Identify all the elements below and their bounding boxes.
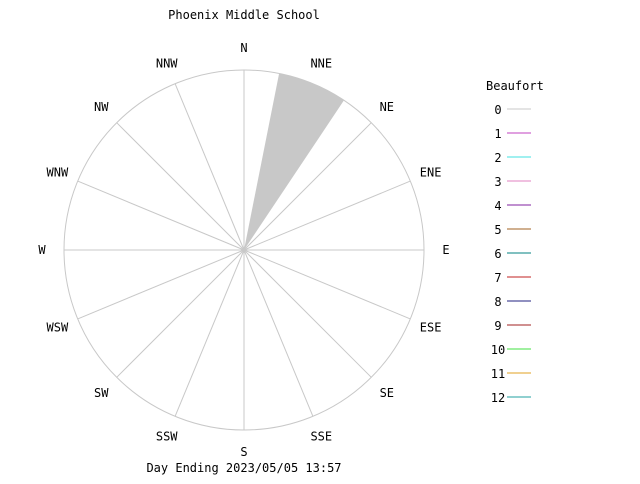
legend-label-3: 3 — [494, 175, 501, 189]
spoke-ne — [243, 122, 372, 251]
legend-label-4: 4 — [494, 199, 501, 213]
legend-title: Beaufort — [486, 79, 544, 93]
legend-label-0: 0 — [494, 103, 501, 117]
legend-label-9: 9 — [494, 319, 501, 333]
direction-label-sse: SSE — [310, 430, 332, 444]
legend-label-10: 10 — [491, 343, 505, 357]
legend-label-2: 2 — [494, 151, 501, 165]
spoke-wsw — [77, 249, 245, 320]
direction-label-wsw: WSW — [47, 320, 69, 334]
spoke-sw — [116, 249, 245, 378]
direction-label-w: W — [38, 243, 46, 257]
spoke-se — [243, 249, 372, 378]
direction-labels: N NNE NE ENE E ESE SE SSE S SSW SW WSW W WNW NW NNW — [38, 41, 449, 459]
petal-nne-beaufort-0 — [244, 73, 344, 250]
legend-label-12: 12 — [491, 391, 505, 405]
legend-label-1: 1 — [494, 127, 501, 141]
direction-label-nne: NNE — [310, 56, 332, 70]
legend-label-7: 7 — [494, 271, 501, 285]
legend-label-11: 11 — [491, 367, 505, 381]
legend-label-6: 6 — [494, 247, 501, 261]
direction-label-nnw: NNW — [156, 56, 178, 70]
direction-label-e: E — [442, 243, 449, 257]
wind-petals — [244, 73, 344, 250]
direction-label-ene: ENE — [420, 166, 442, 180]
chart-footer: Day Ending 2023/05/05 13:57 — [146, 461, 341, 475]
direction-label-se: SE — [380, 386, 394, 400]
spoke-ene — [243, 180, 411, 251]
spoke-sse — [243, 249, 314, 417]
spoke-wnw — [77, 180, 245, 251]
direction-label-ssw: SSW — [156, 430, 178, 444]
direction-label-ese: ESE — [420, 320, 442, 334]
chart-title: Phoenix Middle School — [168, 8, 320, 22]
direction-label-sw: SW — [94, 386, 109, 400]
direction-label-ne: NE — [380, 100, 394, 114]
legend-label-8: 8 — [494, 295, 501, 309]
spoke-ssw — [174, 249, 245, 417]
polar-grid — [63, 69, 425, 431]
spoke-nnw — [174, 83, 245, 251]
direction-label-nw: NW — [94, 100, 109, 114]
spoke-ese — [243, 249, 411, 320]
direction-label-wnw: WNW — [47, 166, 69, 180]
direction-label-s: S — [240, 445, 247, 459]
spoke-nw — [116, 122, 245, 251]
legend-label-5: 5 — [494, 223, 501, 237]
direction-label-n: N — [240, 41, 247, 55]
